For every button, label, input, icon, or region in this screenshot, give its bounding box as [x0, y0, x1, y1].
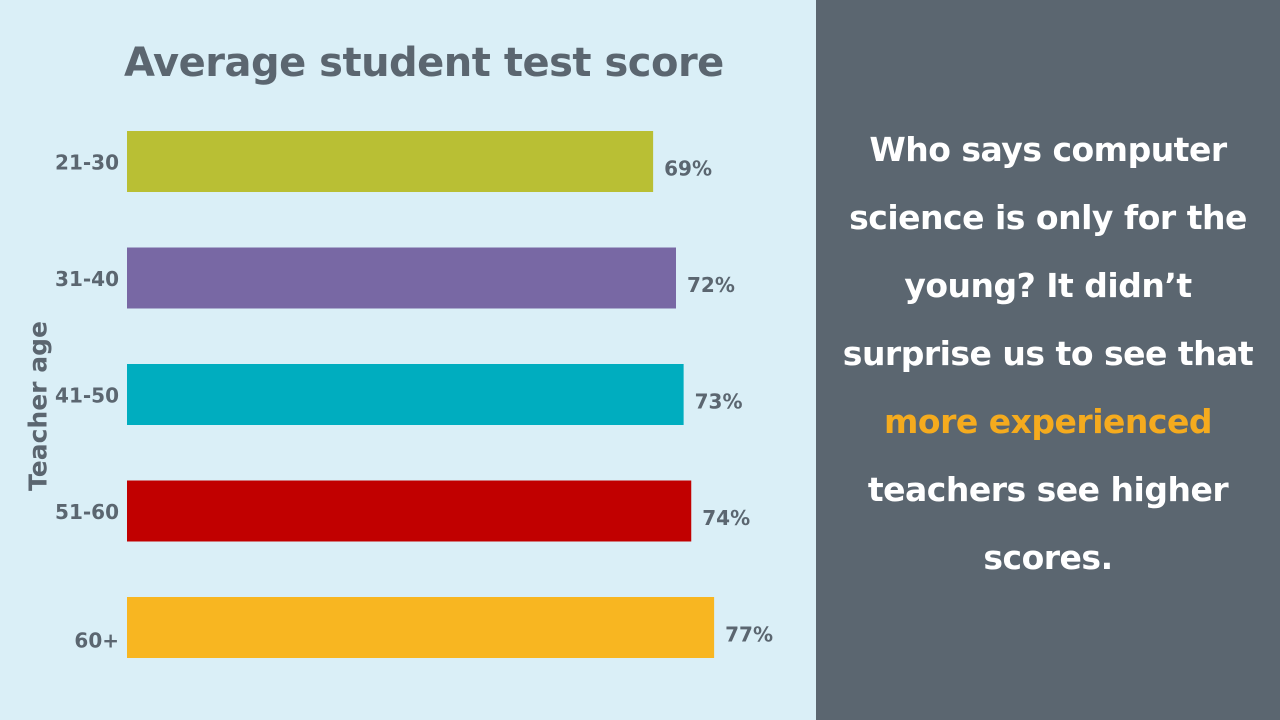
bar-51-60 [127, 480, 692, 542]
bar-31-40 [127, 247, 676, 309]
bar-21-30 [127, 131, 654, 192]
message-panel: Who says computer science is only for th… [816, 0, 1280, 720]
category-label: 60+ [74, 629, 119, 653]
bar-60+ [127, 597, 715, 658]
category-label: 51-60 [55, 500, 119, 524]
category-label: 21-30 [55, 151, 119, 175]
category-label: 31-40 [55, 267, 119, 291]
value-label: 77% [725, 623, 773, 647]
bar-41-50 [127, 364, 684, 425]
message-text: Who says computer science is only for th… [836, 116, 1260, 592]
message-text-start: Who says computer science is only for th… [842, 130, 1254, 373]
category-label: 41-50 [55, 384, 119, 408]
chart-title: Average student test score [124, 40, 724, 86]
value-label: 69% [664, 157, 712, 181]
value-label: 74% [702, 506, 750, 530]
bar-chart: 21-30 69% 31-40 72% 41-50 73% 51-60 74% 60+ 77% [55, 131, 773, 658]
value-label: 73% [695, 390, 743, 414]
chart-panel: Average student test score Teacher age 2… [0, 0, 816, 720]
value-label: 72% [687, 273, 735, 297]
message-text-end: teachers see higher scores. [867, 470, 1229, 577]
message-highlight: more experienced [884, 402, 1212, 441]
